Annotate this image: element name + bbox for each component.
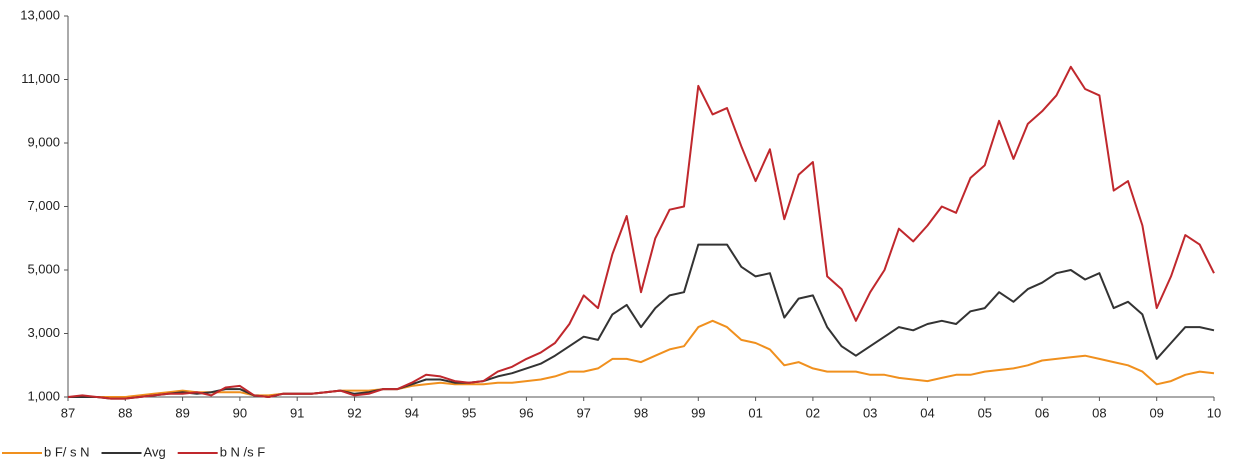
x-tick-label: 96 — [519, 405, 533, 420]
x-tick-label: 92 — [347, 405, 361, 420]
y-tick-label: 13,000 — [20, 7, 60, 22]
legend-label: Avg — [144, 444, 166, 459]
x-tick-label: 10 — [1207, 405, 1221, 420]
x-tick-label: 04 — [920, 405, 934, 420]
line-series — [68, 243, 1215, 400]
x-tick-label: 99 — [691, 405, 705, 420]
x-tick-label: 91 — [290, 405, 304, 420]
legend-label: b N /s F — [220, 444, 266, 459]
x-tick-label: 05 — [978, 405, 992, 420]
x-tick-label: 03 — [863, 405, 877, 420]
y-tick-label: 1,000 — [27, 388, 60, 403]
y-tick-label: 11,000 — [21, 71, 60, 86]
y-tick-label: 3,000 — [27, 325, 60, 340]
legend-label: b F/ s N — [44, 444, 90, 459]
y-tick-label: 9,000 — [27, 134, 60, 149]
x-tick-label: 06 — [1035, 405, 1049, 420]
x-tick-label: 08 — [1092, 405, 1106, 420]
x-tick-label: 97 — [576, 405, 590, 420]
x-tick-label: 98 — [634, 405, 648, 420]
x-tick-label: 02 — [806, 405, 820, 420]
x-tick-label: 88 — [118, 405, 132, 420]
x-tick-label: 09 — [1149, 405, 1163, 420]
y-tick-label: 7,000 — [27, 198, 60, 213]
line-series — [67, 65, 1215, 400]
x-tick-label: 89 — [175, 405, 189, 420]
x-tick-label: 01 — [748, 405, 762, 420]
x-tick-label: 90 — [233, 405, 247, 420]
x-tick-label: 94 — [405, 405, 419, 420]
y-tick-label: 5,000 — [27, 261, 60, 276]
x-tick-label: 95 — [462, 405, 476, 420]
x-tick-label: 87 — [61, 405, 75, 420]
